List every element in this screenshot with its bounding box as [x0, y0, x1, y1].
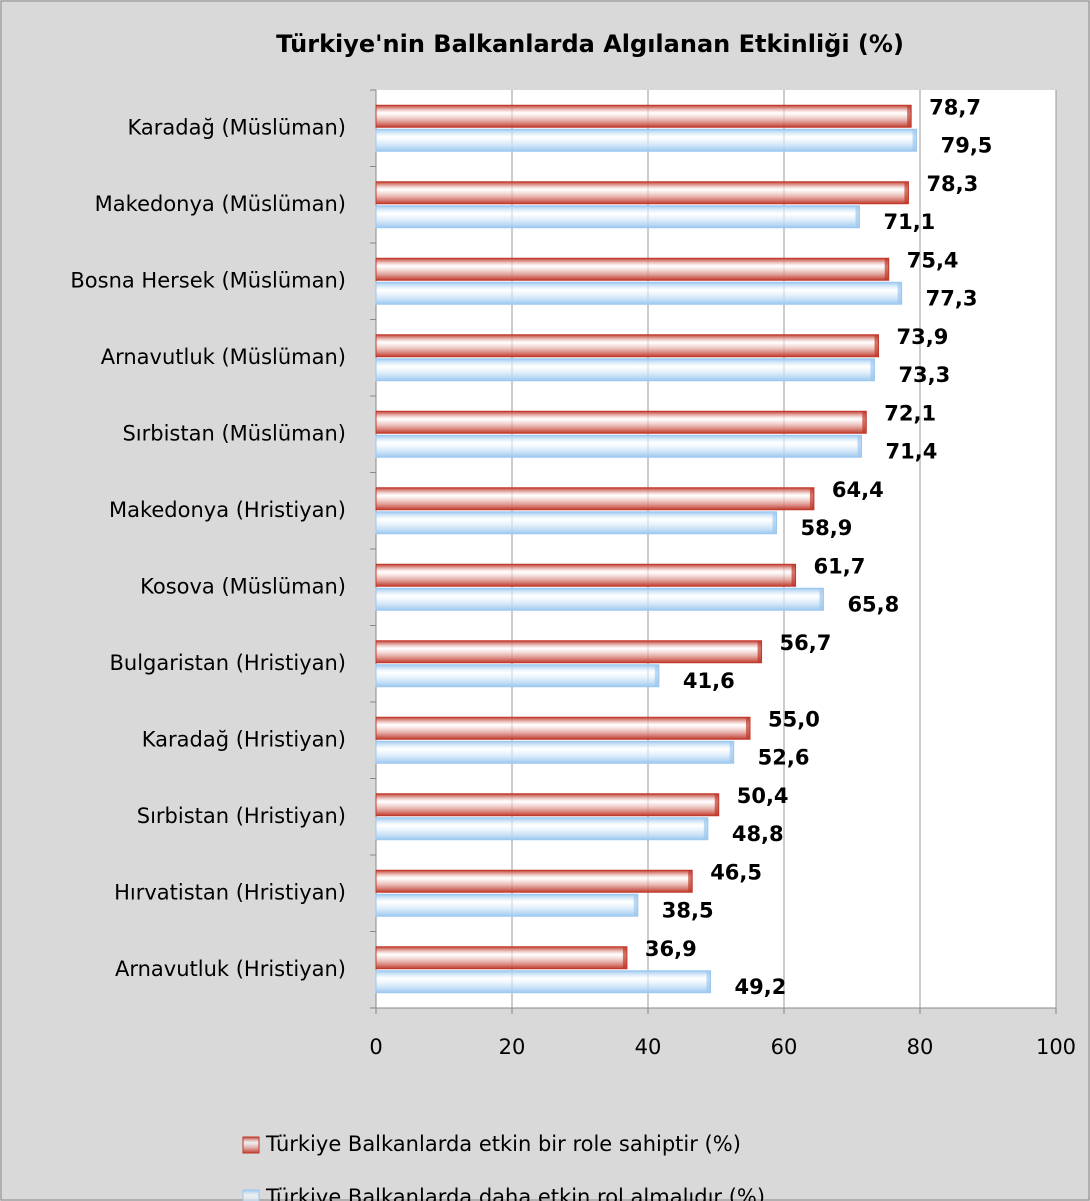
bar-end — [714, 793, 719, 816]
bar — [375, 511, 778, 535]
value-label: 78,7 — [929, 95, 981, 119]
y-tick-label: Bosna Hersek (Müslüman) — [70, 268, 346, 292]
bar-end — [874, 334, 879, 357]
y-tick-label: Kosova (Müslüman) — [140, 574, 346, 598]
bar — [375, 869, 693, 893]
bar — [375, 817, 709, 841]
value-label: 49,2 — [735, 975, 787, 999]
bar-end — [809, 487, 814, 510]
bar — [375, 487, 815, 511]
value-label: 71,4 — [886, 439, 938, 463]
y-tick-label: Arnavutluk (Hristiyan) — [115, 957, 346, 981]
value-label: 77,3 — [926, 286, 978, 310]
y-tick-label: Karadağ (Hristiyan) — [142, 727, 346, 751]
x-tick-label: 80 — [907, 1035, 934, 1059]
bar — [375, 434, 863, 458]
x-tick-label: 0 — [369, 1035, 382, 1059]
value-label: 78,3 — [926, 172, 978, 196]
bar-end — [703, 817, 708, 840]
value-label: 55,0 — [768, 707, 820, 731]
bar — [375, 181, 909, 205]
y-tick-label: Makedonya (Hristiyan) — [109, 498, 346, 522]
bar-end — [746, 717, 750, 740]
bar — [375, 358, 875, 382]
y-tick-label: Hırvatistan (Hristiyan) — [114, 880, 346, 904]
bar — [375, 128, 918, 152]
bar — [375, 664, 660, 688]
bar — [375, 893, 639, 917]
value-label: 79,5 — [941, 133, 993, 157]
bar-end — [862, 411, 867, 434]
bar — [375, 563, 797, 587]
value-label: 38,5 — [662, 898, 714, 922]
bar-end — [757, 640, 762, 663]
legend-swatch — [242, 1189, 260, 1201]
value-label: 75,4 — [907, 248, 959, 272]
bar-end — [622, 946, 627, 969]
bar — [375, 410, 867, 434]
x-tick-label: 100 — [1036, 1035, 1076, 1059]
bar-end — [857, 435, 862, 458]
bar-end — [870, 358, 875, 381]
bar — [375, 104, 912, 128]
bar — [375, 205, 860, 229]
bar-end — [688, 870, 693, 893]
bar — [375, 587, 824, 611]
plot-area — [376, 90, 1056, 1008]
value-label: 36,9 — [645, 937, 697, 961]
bar-end — [855, 205, 860, 228]
bar — [375, 281, 903, 305]
value-label: 61,7 — [814, 554, 866, 578]
bar-end — [912, 129, 917, 152]
value-label: 58,9 — [801, 516, 853, 540]
bar-end — [904, 181, 909, 204]
legend-label: Türkiye Balkanlarda daha etkin rol almal… — [265, 1185, 765, 1201]
bar — [375, 640, 763, 664]
y-tick-label: Sırbistan (Müslüman) — [122, 421, 346, 445]
bar — [375, 740, 735, 764]
value-label: 52,6 — [758, 745, 810, 769]
chart-title: Türkiye'nin Balkanlarda Algılanan Etkinl… — [276, 30, 904, 58]
bar-end — [907, 105, 912, 128]
bar-end — [819, 588, 824, 611]
value-label: 56,7 — [780, 631, 832, 655]
bar-end — [897, 282, 902, 305]
legend-swatch — [242, 1136, 260, 1154]
bar — [375, 334, 880, 358]
bar-end — [884, 258, 889, 281]
y-tick-label: Makedonya (Müslüman) — [95, 192, 346, 216]
bar — [375, 946, 628, 970]
value-label: 71,1 — [883, 210, 935, 234]
value-label: 50,4 — [737, 784, 789, 808]
value-label: 41,6 — [683, 669, 735, 693]
value-label: 64,4 — [832, 478, 884, 502]
value-label: 46,5 — [710, 860, 762, 884]
y-tick-label: Karadağ (Müslüman) — [127, 115, 346, 139]
bar-end — [772, 511, 777, 534]
bar — [375, 716, 751, 740]
value-label: 73,3 — [898, 363, 950, 387]
x-tick-label: 60 — [771, 1035, 798, 1059]
bar-end — [706, 970, 711, 993]
bar-end — [633, 894, 638, 917]
legend-label: Türkiye Balkanlarda etkin bir role sahip… — [265, 1132, 741, 1156]
value-label: 73,9 — [897, 325, 949, 349]
bar-end — [791, 564, 796, 587]
x-tick-label: 40 — [635, 1035, 662, 1059]
bar-end — [729, 741, 734, 764]
value-label: 65,8 — [847, 592, 899, 616]
bar — [375, 793, 720, 817]
bar — [375, 970, 712, 994]
value-label: 72,1 — [884, 401, 936, 425]
bar — [375, 257, 890, 281]
value-label: 48,8 — [732, 822, 784, 846]
x-tick-label: 20 — [499, 1035, 526, 1059]
bar-end — [654, 664, 659, 687]
y-tick-label: Arnavutluk (Müslüman) — [101, 345, 346, 369]
y-tick-label: Sırbistan (Hristiyan) — [137, 804, 346, 828]
y-tick-label: Bulgaristan (Hristiyan) — [109, 651, 346, 675]
